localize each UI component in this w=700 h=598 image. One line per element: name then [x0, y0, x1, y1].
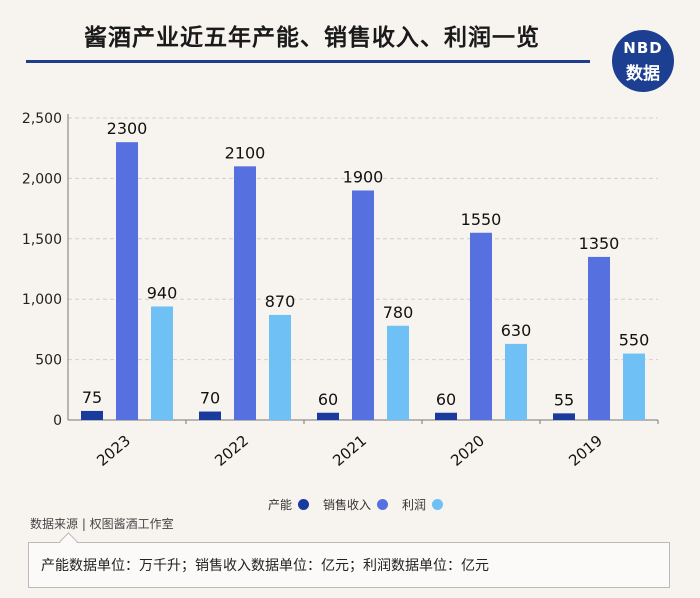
data-label-profit: 550	[619, 331, 650, 350]
bar-capacity	[553, 413, 575, 420]
legend-swatch-profit	[432, 498, 444, 510]
bar-revenue	[352, 190, 374, 420]
bar-revenue	[234, 166, 256, 420]
logo-text-bottom: 数据	[626, 64, 660, 84]
y-tick-label: 1,500	[22, 232, 62, 248]
x-tick-label: 2020	[447, 431, 488, 469]
data-label-revenue: 2100	[225, 143, 266, 162]
x-tick-label: 2021	[329, 431, 370, 469]
bar-capacity	[435, 412, 457, 420]
chart-title: 酱酒产业近五年产能、销售收入、利润一览	[84, 25, 540, 51]
legend-item-profit: 利润	[402, 496, 444, 513]
bar-capacity	[81, 410, 103, 420]
data-label-capacity: 70	[200, 389, 220, 408]
bar-profit	[387, 325, 409, 420]
y-tick-label: 500	[35, 353, 62, 369]
bar-chart: 0 500 1,000 1,500 2,000 2,500 75 2300 940 2023 70 2…	[22, 111, 659, 470]
bar-capacity	[199, 411, 221, 420]
data-label-profit: 870	[265, 292, 296, 311]
data-label-revenue: 2300	[107, 119, 148, 138]
bar-revenue	[470, 232, 492, 420]
legend-swatch-capacity	[298, 498, 310, 510]
bar-capacity	[317, 412, 339, 420]
y-tick-label: 2,500	[22, 111, 62, 127]
title-underline	[26, 60, 590, 63]
legend: 产能 销售收入 利润	[268, 494, 457, 514]
unit-note: 产能数据单位：万千升；销售收入数据单位：亿元；利润数据单位：亿元	[28, 542, 670, 588]
data-label-revenue: 1900	[343, 167, 384, 186]
data-label-capacity: 75	[82, 388, 102, 407]
logo-text-top: NBD	[623, 39, 663, 57]
data-label-revenue: 1550	[461, 210, 502, 229]
data-label-revenue: 1350	[579, 234, 620, 253]
legend-swatch-revenue	[377, 498, 389, 510]
x-tick-label: 2023	[93, 431, 134, 469]
y-tick-label: 1,000	[22, 292, 62, 308]
x-tick-label: 2019	[565, 431, 606, 469]
y-tick-label: 0	[53, 413, 62, 429]
data-label-profit: 630	[501, 321, 532, 340]
legend-item-capacity: 产能	[268, 496, 310, 513]
x-tick-label: 2022	[211, 431, 252, 469]
data-label-profit: 940	[147, 283, 178, 302]
bar-profit	[269, 314, 291, 420]
bar-revenue	[588, 256, 610, 420]
legend-label-revenue: 销售收入	[323, 497, 372, 512]
bar-profit	[151, 306, 173, 420]
legend-label-capacity: 产能	[268, 497, 293, 512]
nbd-logo: NBD 数据	[612, 30, 674, 92]
bar-revenue	[116, 142, 138, 420]
data-label-capacity: 55	[554, 390, 574, 409]
data-label-profit: 780	[383, 303, 414, 322]
data-source: 数据来源 | 权图酱酒工作室	[30, 517, 174, 531]
data-label-capacity: 60	[436, 390, 456, 409]
bar-profit	[623, 353, 645, 420]
legend-item-revenue: 销售收入	[323, 496, 389, 513]
legend-label-profit: 利润	[402, 497, 427, 512]
bar-profit	[505, 343, 527, 420]
y-tick-label: 2,000	[22, 171, 62, 187]
data-label-capacity: 60	[318, 390, 338, 409]
